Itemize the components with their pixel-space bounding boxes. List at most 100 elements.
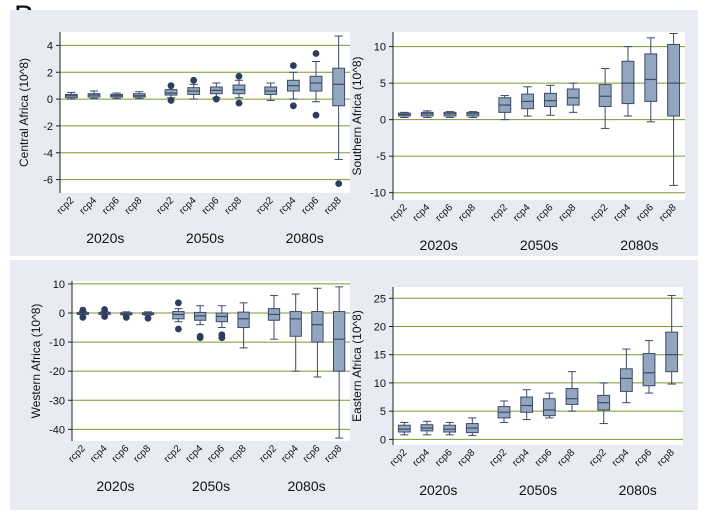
- box-body: [566, 88, 580, 106]
- box: [215, 305, 229, 342]
- outlier-point: [312, 111, 320, 119]
- group-label: 2050s: [520, 237, 558, 253]
- outlier-point: [101, 306, 108, 313]
- group-label: 2020s: [86, 230, 124, 246]
- box: [232, 72, 246, 107]
- y-tick-label: -10: [370, 188, 386, 200]
- box-body: [289, 311, 302, 337]
- box: [597, 382, 611, 425]
- box: [193, 305, 207, 342]
- box: [397, 111, 411, 118]
- outlier-point: [235, 72, 243, 80]
- box-body: [237, 311, 250, 329]
- outlier-point: [312, 50, 320, 57]
- box-body: [332, 67, 346, 107]
- y-tick-label: -10: [49, 337, 65, 349]
- outlier-point: [79, 313, 87, 321]
- outlier-point: [79, 306, 87, 314]
- box: [621, 46, 635, 117]
- outlier-point: [122, 313, 130, 321]
- box: [172, 299, 185, 333]
- box: [141, 311, 155, 322]
- outlier-point: [101, 313, 108, 320]
- box: [237, 302, 250, 349]
- box: [289, 293, 302, 372]
- group-label: 2020s: [419, 482, 457, 498]
- box: [187, 76, 201, 100]
- box-body: [644, 53, 658, 102]
- box: [397, 421, 411, 436]
- box-body: [172, 311, 185, 320]
- box: [465, 417, 479, 436]
- y-tick-label: 25: [374, 293, 386, 305]
- box: [543, 84, 557, 116]
- group-label: 2050s: [192, 478, 230, 494]
- box-body: [215, 312, 229, 323]
- plot-area: [393, 32, 685, 200]
- group-label: 2020s: [96, 478, 134, 494]
- box: [64, 91, 78, 100]
- box: [98, 306, 111, 320]
- box: [420, 110, 434, 118]
- y-tick-label: 5: [380, 406, 386, 418]
- box: [542, 392, 556, 419]
- outlier-point: [196, 334, 204, 342]
- outlier-point: [167, 97, 175, 104]
- y-axis-label: Central Africa (10^8): [17, 58, 31, 167]
- y-tick-label: -30: [49, 395, 65, 407]
- box: [76, 306, 90, 321]
- box-body: [565, 388, 579, 405]
- group-label: 2020s: [420, 237, 458, 253]
- box: [110, 92, 124, 99]
- box-body: [665, 331, 679, 373]
- box-body: [164, 89, 178, 96]
- plot-area: [72, 281, 350, 441]
- box: [267, 295, 281, 340]
- box: [598, 68, 612, 129]
- box: [667, 32, 681, 186]
- y-tick-label: 10: [53, 279, 65, 291]
- box: [309, 50, 323, 119]
- y-tick-label: -2: [43, 121, 53, 133]
- box: [332, 35, 346, 188]
- box: [132, 91, 146, 99]
- box: [619, 348, 633, 404]
- group-label: 2080s: [620, 237, 658, 253]
- y-tick-label: 20: [374, 322, 386, 334]
- y-tick-label: -40: [49, 424, 65, 436]
- outlier-point: [289, 102, 297, 110]
- box: [286, 62, 300, 110]
- outlier-point: [218, 334, 226, 342]
- group-label: 2080s: [287, 478, 325, 494]
- y-tick-label: 10: [374, 42, 386, 54]
- box: [332, 286, 346, 439]
- y-tick-label: 0: [47, 94, 53, 106]
- y-axis-label: Southern Africa (10^8): [350, 56, 364, 175]
- box-body: [332, 311, 346, 372]
- box-body: [520, 396, 534, 413]
- box: [443, 421, 457, 436]
- group-label: 2080s: [286, 230, 324, 246]
- y-tick-label: 2: [47, 67, 53, 79]
- box-body: [642, 353, 656, 387]
- outlier-point: [175, 325, 182, 333]
- box: [87, 90, 101, 99]
- box: [665, 294, 679, 385]
- group-label: 2050s: [519, 482, 557, 498]
- outlier-point: [235, 99, 243, 107]
- y-tick-label: 15: [374, 350, 386, 362]
- box-body: [543, 92, 557, 108]
- box: [420, 420, 434, 436]
- y-tick-label: 0: [380, 115, 386, 127]
- y-tick-label: -5: [376, 151, 386, 163]
- box: [443, 111, 457, 118]
- plot-area: [60, 32, 350, 193]
- y-axis-label: Eastern Africa (10^8): [350, 310, 364, 422]
- y-tick-label: 0: [59, 308, 65, 320]
- outlier-point: [175, 299, 182, 307]
- box-body: [621, 60, 635, 105]
- box: [209, 82, 223, 103]
- y-tick-label: -20: [49, 366, 65, 378]
- box: [566, 82, 580, 113]
